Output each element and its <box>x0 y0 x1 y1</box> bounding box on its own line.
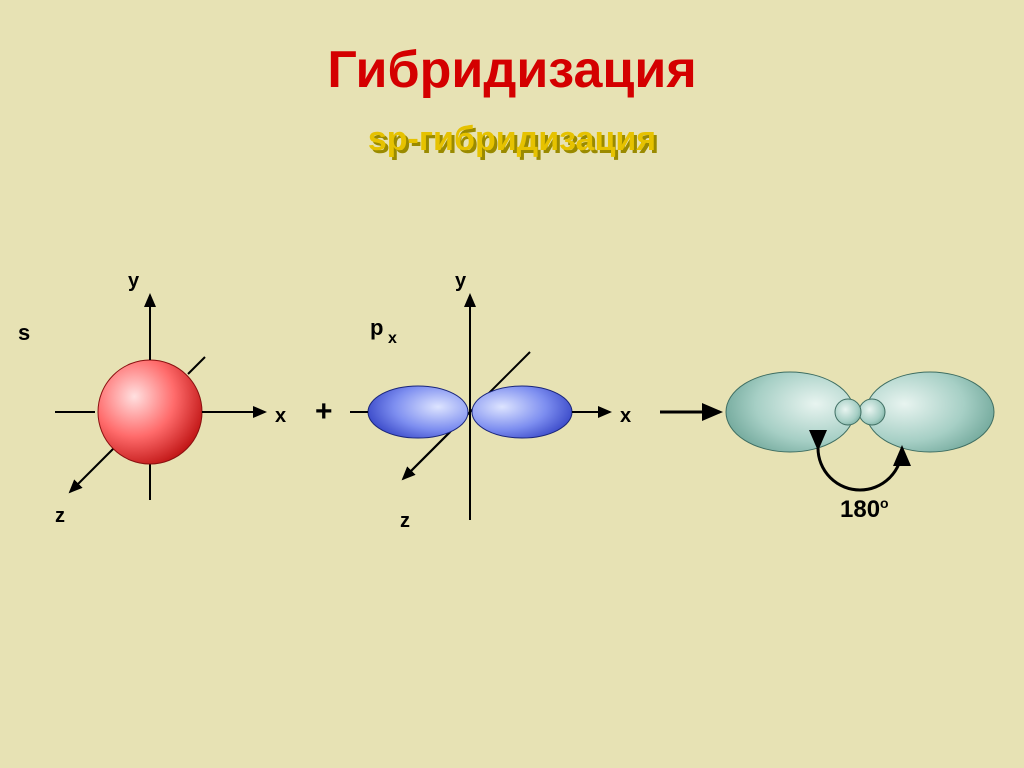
s-orbital-sphere <box>98 360 202 464</box>
sp-small-lobe-left <box>835 399 861 425</box>
p-axis-x-label: x <box>620 405 631 428</box>
s-label: s <box>18 320 30 346</box>
s-axis-x-label: x <box>275 405 286 428</box>
page-title: Гибридизация <box>0 40 1024 100</box>
p-axis-y-label: y <box>455 270 466 293</box>
s-axis-z-label: z <box>55 505 65 528</box>
p-lobe-left <box>368 386 468 438</box>
p-axis-z-label: z <box>400 510 410 533</box>
diagram-stage <box>0 0 1024 768</box>
angle-degree: o <box>880 495 889 511</box>
p-lobe-right <box>472 386 572 438</box>
p-sub-label: x <box>388 330 397 348</box>
angle-value: 180 <box>840 496 880 523</box>
p-label: p <box>370 315 383 341</box>
page-subtitle: sp-гибридизация <box>0 120 1024 159</box>
angle-label: 180o <box>840 495 889 524</box>
s-axis-y-label: y <box>128 270 139 293</box>
sp-small-lobe-right <box>859 399 885 425</box>
plus-operator: + <box>315 395 333 429</box>
